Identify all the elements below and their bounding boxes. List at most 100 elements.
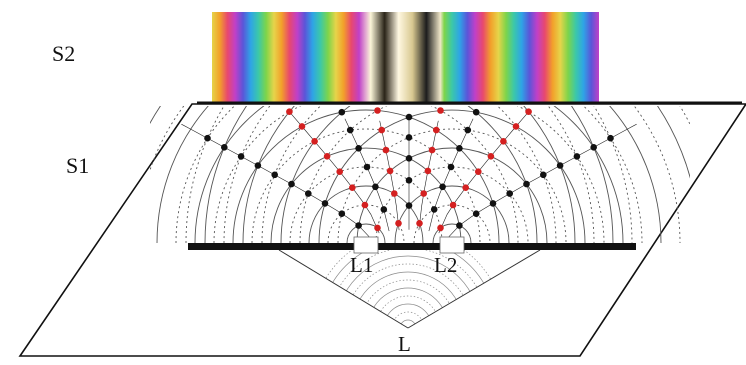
- trough-node: [433, 126, 440, 134]
- crest-node: [430, 206, 438, 213]
- crest-node: [372, 183, 379, 191]
- trough-node: [512, 123, 520, 130]
- source-wavefront: [399, 319, 417, 328]
- barrier-middle: [378, 243, 440, 250]
- antinodal-line: [344, 118, 390, 232]
- label-s1: S1: [66, 153, 89, 178]
- slit-2-wavefront: [185, 106, 690, 244]
- crest-node: [405, 134, 413, 141]
- slit-1-wavefront: [346, 223, 386, 244]
- slit-2-wavefront: [261, 106, 643, 244]
- trough-node: [428, 146, 436, 154]
- crest-node: [447, 163, 455, 171]
- interference-nodes: [181, 107, 637, 238]
- antinodal-line: [448, 123, 637, 238]
- trough-node: [449, 201, 457, 209]
- slit-1-wavefront: [232, 109, 500, 244]
- slit-2-wavefront: [318, 109, 586, 244]
- slit-wavefronts: [150, 106, 690, 244]
- crest-node: [573, 153, 581, 160]
- crest-node: [607, 134, 614, 142]
- trough-node: [424, 167, 432, 175]
- label-s2: S2: [52, 41, 75, 66]
- trough-node: [382, 146, 390, 154]
- crest-node: [472, 108, 480, 116]
- trough-node: [416, 220, 423, 227]
- slit-1-wavefront: [327, 204, 405, 244]
- crest-node: [540, 171, 547, 179]
- crest-node: [556, 162, 564, 169]
- antinodal-line: [418, 120, 439, 231]
- crest-node: [321, 200, 329, 207]
- antinodal-line: [379, 120, 400, 231]
- trough-node: [378, 126, 386, 134]
- crest-node: [506, 190, 513, 197]
- trough-node: [420, 190, 428, 197]
- trough-node: [336, 168, 344, 175]
- slit-2-wavefront: [413, 204, 491, 244]
- slit-2-wavefront: [280, 106, 624, 244]
- crest-node: [464, 126, 472, 134]
- trough-node: [395, 220, 402, 227]
- trough-node: [391, 190, 398, 197]
- crest-node: [221, 144, 228, 151]
- slit-2-wavefront: [394, 185, 510, 244]
- slit-1-wavefront: [150, 106, 595, 244]
- trough-node: [386, 167, 394, 175]
- label-l1: L1: [350, 253, 373, 277]
- crest-node: [523, 180, 530, 188]
- source-wavefront: [383, 303, 433, 328]
- crest-node: [405, 155, 413, 162]
- crest-node: [489, 200, 497, 207]
- crest-node: [338, 210, 346, 217]
- trough-node: [475, 168, 482, 175]
- crest-node: [305, 190, 312, 197]
- crest-node: [204, 134, 211, 142]
- trough-node: [361, 201, 369, 209]
- antinodal-line: [428, 118, 474, 232]
- trough-node: [525, 108, 532, 115]
- slit-1-wavefront: [150, 106, 614, 244]
- trough-node: [349, 184, 356, 191]
- crest-node: [590, 144, 597, 151]
- barrier-left: [188, 243, 354, 250]
- crest-node: [254, 162, 262, 169]
- slit-2-wavefront: [204, 106, 690, 244]
- fringe-screen: [212, 12, 599, 104]
- crest-node: [472, 210, 480, 217]
- slit-1-wavefront: [308, 185, 424, 244]
- trough-node: [374, 224, 381, 232]
- trough-node: [311, 138, 318, 145]
- trough-node: [437, 224, 444, 232]
- source-wavefront: [351, 271, 465, 328]
- slit-2-wavefront: [356, 147, 548, 244]
- antinodal-line: [181, 123, 370, 238]
- crest-node: [355, 145, 362, 152]
- crest-node: [456, 145, 463, 152]
- trough-node: [323, 153, 331, 160]
- crest-node: [363, 163, 371, 171]
- crest-node: [355, 222, 362, 229]
- crest-node: [288, 180, 295, 188]
- slit-1-wavefront: [593, 106, 633, 244]
- trough-node: [437, 107, 444, 114]
- crest-node: [237, 153, 245, 160]
- source-wavefront: [375, 295, 441, 328]
- slit-1-wavefront: [175, 106, 557, 244]
- slit-2-wavefront: [242, 106, 662, 244]
- source-wavefront: [367, 287, 449, 328]
- crest-node: [405, 202, 413, 209]
- slit-2: [439, 236, 465, 254]
- source-wavefront: [319, 250, 497, 328]
- slit-1-wavefront: [156, 106, 576, 244]
- crest-node: [439, 183, 446, 191]
- trough-node: [487, 153, 495, 160]
- trough-node: [286, 108, 293, 115]
- crest-node: [405, 177, 413, 184]
- crest-node: [380, 206, 388, 213]
- slit-1: [353, 236, 379, 254]
- trough-node: [462, 184, 470, 191]
- source-wavefront: [391, 311, 425, 328]
